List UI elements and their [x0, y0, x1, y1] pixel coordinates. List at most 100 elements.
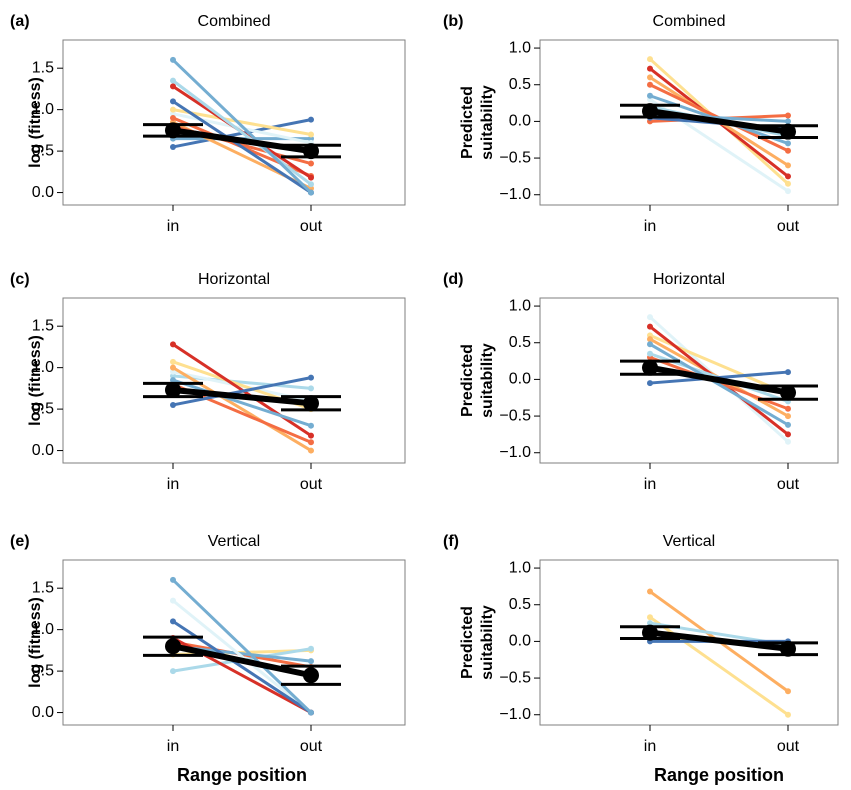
series-point — [170, 77, 176, 84]
x-tick-label: in — [167, 218, 179, 235]
series-point — [785, 112, 791, 119]
x-tick-label: in — [644, 738, 656, 755]
y-tick-label: 0.0 — [509, 371, 531, 388]
series-point — [170, 143, 176, 150]
series-point — [308, 658, 314, 665]
y-tick-label: 1.0 — [32, 101, 54, 118]
panel-title: Combined — [653, 13, 726, 30]
series-point — [308, 432, 314, 439]
series-point — [170, 576, 176, 583]
series-point — [647, 81, 653, 88]
series-point — [785, 711, 791, 718]
series-line — [172, 366, 312, 452]
y-tick-label: 1.0 — [509, 297, 531, 314]
series-line — [172, 108, 312, 136]
y-tick-label: 0.0 — [509, 633, 531, 650]
mean-point — [780, 123, 796, 140]
series-point — [647, 341, 653, 348]
y-tick-label: −0.5 — [499, 669, 531, 686]
mean-line — [649, 364, 789, 396]
series-point — [170, 597, 176, 604]
y-tick-label: 0.5 — [32, 142, 54, 159]
panel-title: Horizontal — [653, 271, 725, 288]
series-point — [308, 709, 314, 716]
y-tick-label: 0.0 — [509, 113, 531, 130]
x-tick-label: out — [777, 218, 800, 235]
series-point — [785, 421, 791, 428]
series-point — [647, 92, 653, 99]
panel-label: (b) — [443, 13, 463, 30]
y-tick-label: 0.0 — [32, 442, 54, 459]
x-tick-label: out — [777, 476, 800, 493]
y-tick-label: 1.0 — [32, 359, 54, 376]
series-point — [308, 131, 314, 138]
y-tick-label: 0.5 — [509, 596, 531, 613]
series-point — [785, 147, 791, 154]
y-tick-label: 1.0 — [509, 39, 531, 56]
series-point — [785, 413, 791, 420]
y-tick-label: 0.0 — [32, 704, 54, 721]
series-point — [647, 323, 653, 330]
y-axis-label: Predicted — [459, 606, 476, 679]
y-tick-label: 1.0 — [509, 559, 531, 576]
series-point — [170, 364, 176, 371]
series-point — [647, 314, 653, 321]
series-line — [171, 58, 313, 194]
y-tick-label: 0.0 — [32, 184, 54, 201]
series-point — [785, 188, 791, 195]
plot-frame — [62, 559, 406, 726]
series-point — [170, 401, 176, 408]
series-point — [785, 688, 791, 695]
series-point — [308, 174, 314, 181]
series-point — [308, 116, 314, 123]
series-point — [647, 614, 653, 621]
series-point — [785, 173, 791, 180]
mean-point — [303, 395, 319, 412]
series-point — [308, 422, 314, 429]
mean-point — [165, 122, 181, 139]
y-tick-label: 0.5 — [32, 400, 54, 417]
plot-frame — [539, 297, 839, 464]
y-axis-label: suitability — [479, 605, 496, 680]
plot-frame — [539, 39, 839, 206]
y-axis-label: Predicted — [459, 86, 476, 159]
panel-title: Vertical — [663, 533, 715, 550]
panel-title: Horizontal — [198, 271, 270, 288]
panel-title: Vertical — [208, 533, 260, 550]
y-tick-label: 1.0 — [32, 621, 54, 638]
series-point — [170, 106, 176, 113]
series-point — [647, 350, 653, 357]
y-tick-label: −0.5 — [499, 407, 531, 424]
y-tick-label: 1.5 — [32, 317, 54, 334]
series-point — [170, 341, 176, 348]
mean-line — [172, 643, 312, 679]
series-point — [785, 431, 791, 438]
x-tick-label: out — [777, 738, 800, 755]
y-tick-label: 0.5 — [509, 334, 531, 351]
series-point — [308, 160, 314, 167]
series-point — [308, 447, 314, 454]
x-tick-label: in — [644, 218, 656, 235]
y-tick-label: 0.5 — [32, 662, 54, 679]
mean-point — [780, 640, 796, 657]
series-point — [785, 140, 791, 147]
plot-frame — [62, 297, 406, 464]
y-axis-label: suitability — [479, 343, 496, 418]
x-axis-label: Range position — [177, 765, 307, 785]
series-point — [308, 439, 314, 446]
series-line — [649, 615, 789, 716]
series-point — [170, 668, 176, 675]
y-tick-label: −1.0 — [499, 706, 531, 723]
x-tick-label: out — [300, 738, 323, 755]
mean-point — [642, 103, 658, 120]
panel-label: (d) — [443, 271, 463, 288]
mean-line — [649, 629, 789, 652]
series-point — [308, 385, 314, 392]
series-line — [171, 578, 313, 714]
series-point — [647, 620, 653, 627]
x-tick-label: out — [300, 218, 323, 235]
y-tick-label: −1.0 — [499, 444, 531, 461]
series-point — [308, 181, 314, 188]
mean-point — [780, 384, 796, 401]
